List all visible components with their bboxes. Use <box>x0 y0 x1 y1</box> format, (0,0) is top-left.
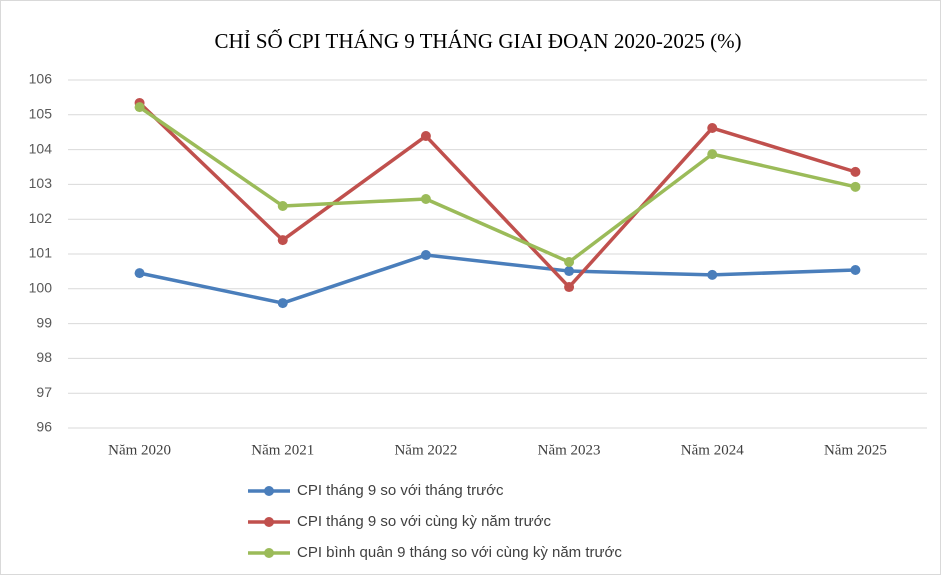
legend-label: CPI bình quân 9 tháng so với cùng kỳ năm… <box>297 544 622 561</box>
x-tick-label: Năm 2023 <box>538 442 601 458</box>
data-point <box>707 149 718 160</box>
data-point <box>850 265 861 276</box>
legend-label: CPI tháng 9 so với cùng kỳ năm trước <box>297 513 551 530</box>
legend-label: CPI tháng 9 so với tháng trước <box>297 482 504 499</box>
x-tick-label: Năm 2021 <box>251 442 314 458</box>
y-tick-label: 103 <box>29 175 53 191</box>
y-tick-label: 100 <box>29 280 53 296</box>
x-tick-label: Năm 2022 <box>394 442 457 458</box>
y-tick-label: 99 <box>36 314 52 330</box>
data-point <box>850 181 861 192</box>
data-point <box>134 268 145 279</box>
series-line <box>139 253 856 305</box>
x-tick-label: Năm 2025 <box>824 442 887 458</box>
y-tick-label: 105 <box>29 106 53 122</box>
data-point <box>850 166 861 177</box>
series-line <box>138 101 856 289</box>
data-point <box>277 235 288 246</box>
data-point <box>277 200 288 211</box>
legend-marker <box>264 486 274 496</box>
y-tick-label: 96 <box>36 419 52 435</box>
y-tick-label: 98 <box>36 349 52 365</box>
data-point <box>707 269 718 280</box>
data-point <box>420 131 431 142</box>
data-point <box>277 298 288 309</box>
y-tick-label: 101 <box>29 245 53 261</box>
data-point <box>707 123 718 134</box>
data-point <box>564 282 575 293</box>
x-tick-label: Năm 2020 <box>108 442 171 458</box>
legend-marker <box>264 548 274 558</box>
legend-marker <box>264 517 274 527</box>
data-point <box>564 266 575 277</box>
y-tick-label: 106 <box>29 71 53 87</box>
data-point <box>420 194 431 205</box>
y-tick-label: 104 <box>29 140 53 156</box>
x-tick-label: Năm 2024 <box>681 442 744 458</box>
chart-title: CHỈ SỐ CPI THÁNG 9 THÁNG GIAI ĐOẠN 2020-… <box>214 29 741 53</box>
data-point <box>134 102 145 113</box>
y-tick-label: 97 <box>36 384 52 400</box>
data-point <box>564 257 575 268</box>
y-tick-label: 102 <box>29 210 53 226</box>
series-line <box>138 105 856 264</box>
data-point <box>420 250 431 261</box>
